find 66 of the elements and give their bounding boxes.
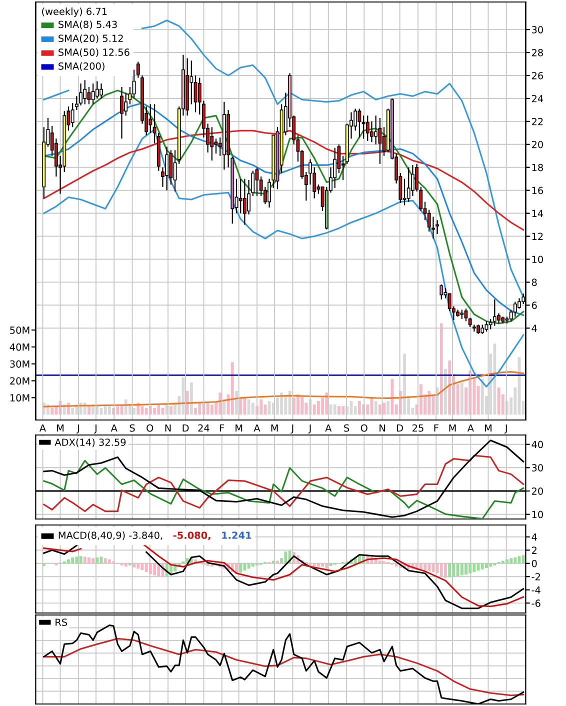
y-tick-label: 30 xyxy=(532,464,543,472)
x-tick-label: A xyxy=(110,424,118,432)
text: (weekly) 6.71 xyxy=(42,8,107,17)
x-tick-label: M xyxy=(484,424,492,432)
x-tick-label: M xyxy=(236,424,242,432)
y-tick-label: 4 xyxy=(532,534,537,541)
legend-label: SMA(200) xyxy=(58,62,104,71)
y-tick-label: 20 xyxy=(532,487,543,495)
legend-label: MACD(8,40,9) -3.840, xyxy=(58,531,162,540)
y-tick-label: 30 xyxy=(532,26,543,34)
y-tick-label: 4 xyxy=(532,324,537,332)
y-tick-label: 16 xyxy=(532,186,544,194)
x-tick-label: A xyxy=(39,424,46,432)
y2-tick-label: 20M xyxy=(10,377,30,385)
x-tick-label: F xyxy=(220,424,224,432)
y2-tick-label: 50M xyxy=(10,326,30,334)
x-tick-label: A xyxy=(254,424,260,432)
y-tick-label: 28 xyxy=(532,49,543,56)
x-tick-label: A xyxy=(467,424,474,432)
x-tick-label: A xyxy=(325,424,332,432)
y-tick-label: 20 xyxy=(532,140,543,148)
x-tick-label: D xyxy=(397,424,404,432)
x-tick-label: N xyxy=(165,424,171,432)
y2-tick-label: 30M xyxy=(10,360,30,368)
x-tick-label: 25 xyxy=(412,424,424,432)
x-tick-label: J xyxy=(290,424,294,434)
y-tick-label: 2 xyxy=(532,546,536,554)
x-tick-label: M xyxy=(57,424,64,432)
x-tick-label: 24 xyxy=(198,424,210,432)
x-tick-label: J xyxy=(308,424,311,434)
y-tick-label: -4 xyxy=(532,586,540,594)
legend-label: SMA(20) 5.12 xyxy=(58,34,123,44)
y-tick-label: 18 xyxy=(532,164,543,172)
y-tick-label: -6 xyxy=(532,600,540,607)
y-tick-label: 26 xyxy=(532,72,544,80)
y-tick-label: 14 xyxy=(532,210,544,217)
x-tick-label: D xyxy=(182,424,189,432)
x-tick-label: N xyxy=(380,424,385,432)
x-tick-label: M xyxy=(449,424,456,432)
y-tick-label: 0 xyxy=(532,560,537,568)
x-tick-label: S xyxy=(130,424,135,432)
x-tick-label: M xyxy=(271,424,278,432)
y-tick-label: 6 xyxy=(532,302,537,309)
x-tick-label: J xyxy=(94,424,96,434)
y-tick-label: 40 xyxy=(532,440,543,448)
legend-label: ADX(14) 32.59 xyxy=(54,438,126,448)
y-tick-label: 8 xyxy=(532,278,537,286)
x-tick-label: J xyxy=(76,424,79,434)
legend-label: RS xyxy=(56,618,68,626)
x-tick-label: S xyxy=(344,424,350,432)
y-tick-label: -2 xyxy=(532,573,540,580)
y-tick-label: 10 xyxy=(532,510,543,518)
y2-tick-label: 40M xyxy=(10,343,30,351)
legend-label: SMA(8) 5.43 xyxy=(58,20,117,30)
y-tick-label: 10 xyxy=(532,256,543,264)
annotation: 1.241 xyxy=(222,532,252,539)
text: -5.080, xyxy=(173,532,210,540)
x-tick-label: O xyxy=(146,424,154,432)
x-tick-label: F xyxy=(434,424,438,432)
y2-tick-label: 10M xyxy=(10,394,30,402)
y-tick-label: 24 xyxy=(532,94,544,102)
y-tick-label: 22 xyxy=(532,118,543,126)
x-tick-label: O xyxy=(360,424,368,432)
y-tick-label: 12 xyxy=(532,232,543,240)
x-tick-label: J xyxy=(504,424,507,434)
legend-label: SMA(50) 12.56 xyxy=(58,48,130,58)
